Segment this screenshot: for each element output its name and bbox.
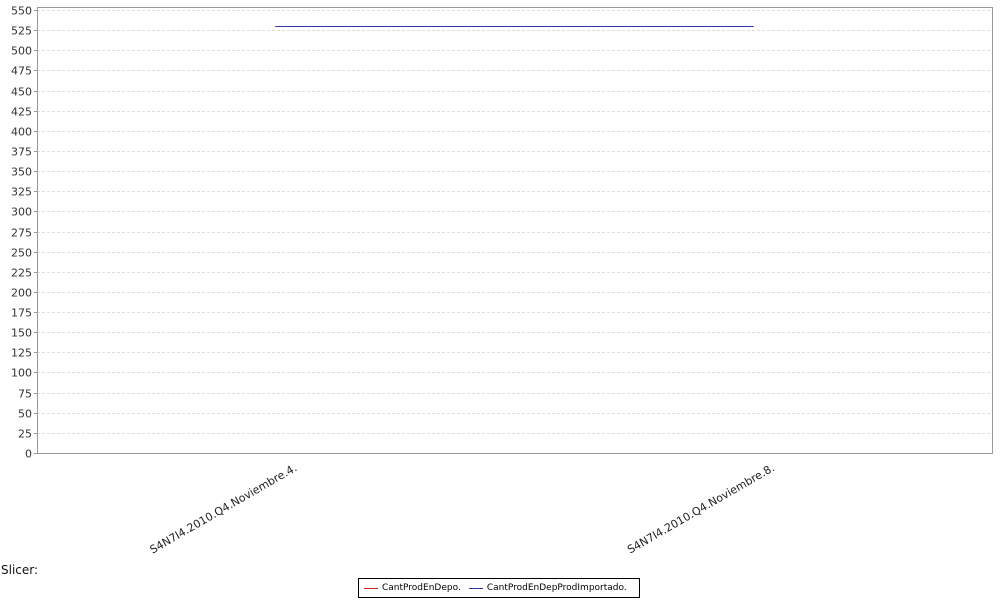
y-tick-label: 25	[18, 428, 32, 441]
y-tick-label: 525	[11, 25, 32, 38]
y-tick-label: 375	[11, 146, 32, 159]
y-tick-label: 175	[11, 307, 32, 320]
legend-label: CantProdEnDepProdImportado.	[486, 583, 627, 593]
x-tick-label: S4N7I4.2010.Q4.Noviembre.8.	[625, 461, 777, 556]
y-tick-label: 100	[11, 367, 32, 380]
plot-area	[37, 7, 993, 454]
legend-swatch	[468, 587, 483, 589]
series-lines	[275, 26, 754, 27]
y-tick-label: 450	[11, 86, 32, 99]
y-tick-label: 550	[11, 5, 32, 18]
legend-label: CantProdEnDepo.	[382, 583, 461, 593]
chart: 0 25 50 75 100 125 150 175 200 225 250 275 300 325 350…	[11, 5, 993, 556]
y-tick-label: 0	[25, 448, 32, 461]
y-tick-label: 225	[11, 267, 32, 280]
gridlines	[37, 10, 992, 434]
data-point	[752, 26, 754, 27]
y-tick-label: 50	[18, 408, 32, 421]
y-tick-label: 200	[11, 287, 32, 300]
y-tick-label: 125	[11, 347, 32, 360]
y-tick-label: 500	[11, 45, 32, 58]
y-tick-label: 250	[11, 247, 32, 260]
y-tick-label: 150	[11, 327, 32, 340]
y-tick-label: 325	[11, 186, 32, 199]
legend: CantProdEnDepo. CantProdEnDepProdImportad…	[358, 578, 640, 598]
y-tick-label: 350	[11, 166, 32, 179]
y-tick-label: 275	[11, 227, 32, 240]
data-point	[275, 26, 277, 27]
slicer-label: Slicer:	[1, 563, 39, 577]
y-tick-label: 400	[11, 126, 32, 139]
legend-item: CantProdEnDepo.	[364, 583, 461, 593]
y-tick-label: 425	[11, 106, 32, 119]
legend-swatch	[364, 587, 378, 589]
x-axis: S4N7I4.2010.Q4.Noviembre.4. S4N7I4.2010.Q…	[148, 461, 777, 556]
legend-item: CantProdEnDepProdImportado.	[468, 583, 627, 593]
y-tick-label: 75	[18, 388, 32, 401]
x-tick-label: S4N7I4.2010.Q4.Noviembre.4.	[148, 461, 300, 556]
y-axis: 0 25 50 75 100 125 150 175 200 225 250 275 300 325 350…	[11, 5, 37, 461]
y-tick-label: 475	[11, 65, 32, 78]
y-tick-label: 300	[11, 206, 32, 219]
